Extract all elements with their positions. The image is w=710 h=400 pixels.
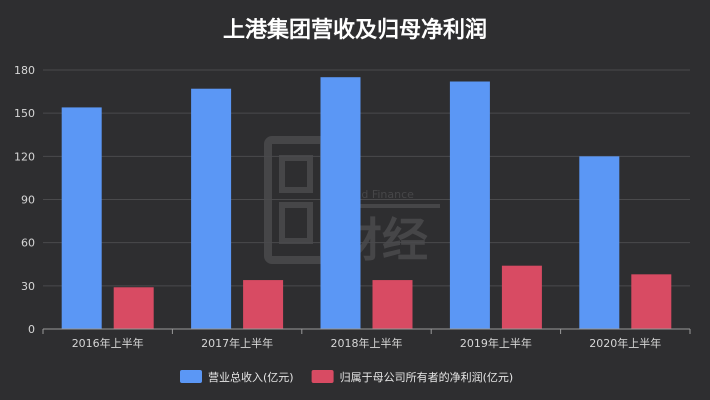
legend-swatch (180, 370, 202, 383)
bar-net-profit (372, 280, 413, 329)
x-tick-label: 2018年上半年 (331, 336, 403, 350)
x-tick-label: 2017年上半年 (201, 336, 273, 350)
y-tick-label: 30 (21, 280, 35, 293)
y-tick-label: 150 (14, 107, 35, 120)
bar-revenue (320, 77, 361, 329)
bar-net-profit (113, 287, 154, 329)
bar-revenue (61, 107, 102, 330)
axes: 0 30 60 90 120 150 180 2016年上半年 2017年上半年 2018年上半年… (14, 64, 691, 350)
x-tick-label: 2016年上半年 (72, 336, 144, 350)
legend-swatch (311, 370, 334, 383)
bar-net-profit (243, 280, 284, 329)
y-tick-label: 180 (14, 64, 35, 77)
bar-revenue (191, 88, 232, 329)
y-tick-label: 120 (14, 150, 35, 163)
bar-net-profit (631, 274, 672, 329)
y-tick-label: 0 (28, 323, 35, 336)
bars (61, 77, 672, 330)
bar-revenue (579, 156, 620, 329)
y-tick-label: 60 (21, 237, 35, 250)
x-tick-label: 2020年上半年 (589, 336, 661, 350)
x-tick-label: 2019年上半年 (460, 336, 532, 350)
bar-net-profit (501, 265, 542, 329)
chart-title: 上港集团营收及归母净利润 (222, 18, 487, 43)
legend-label: 归属于母公司所有者的净利润(亿元) (340, 370, 514, 384)
y-tick-label: 90 (21, 194, 35, 207)
bar-revenue (449, 81, 490, 329)
legend: 营业总收入(亿元) 归属于母公司所有者的净利润(亿元) (180, 370, 513, 384)
legend-label: 营业总收入(亿元) (208, 370, 294, 384)
